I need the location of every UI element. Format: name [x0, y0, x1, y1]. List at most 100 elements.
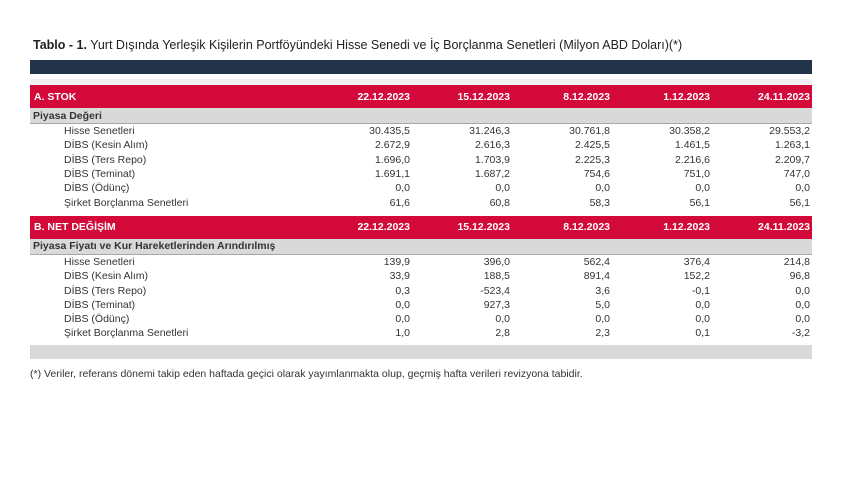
- cell-value: 754,6: [583, 168, 610, 181]
- cell-value: 0,0: [495, 182, 510, 195]
- row-label: Şirket Borçlanma Senetleri: [64, 327, 189, 340]
- cell-value: 214,8: [783, 255, 810, 268]
- cell-value: 2.616,3: [474, 139, 510, 152]
- cell-value: 0,0: [595, 313, 610, 326]
- row-label: Hisse Senetleri: [64, 125, 135, 138]
- table-top-bar: [30, 60, 812, 74]
- cell-value: 751,0: [683, 168, 710, 181]
- cell-value: 96,8: [789, 270, 810, 283]
- cell-value: 61,6: [389, 196, 410, 209]
- cell-value: 152,2: [683, 270, 710, 283]
- cell-value: 60,8: [489, 196, 510, 209]
- table-row: DİBS (Teminat) 0,0 927,3 5,0 0,0 0,0: [30, 298, 812, 312]
- column-header-date: 22.12.2023: [357, 221, 410, 234]
- table-section: B. NET DEĞİŞİM 22.12.2023 15.12.2023 8.12.…: [30, 215, 812, 341]
- table-row: Hisse Senetleri 139,9 396,0 562,4 376,4 214,8: [30, 255, 812, 269]
- table-row: DİBS (Teminat) 1.691,1 1.687,2 754,6 751,0 74…: [30, 167, 812, 181]
- table-row: DİBS (Ödünç) 0,0 0,0 0,0 0,0 0,0: [30, 312, 812, 326]
- section-subheader-label: Piyasa Değeri: [33, 109, 102, 122]
- cell-value: 1.703,9: [474, 153, 510, 166]
- row-label: DİBS (Ters Repo): [64, 284, 147, 297]
- cell-value: 29.553,2: [769, 125, 810, 138]
- cell-value: 56,1: [689, 196, 710, 209]
- table-section: A. STOK 22.12.2023 15.12.2023 8.12.2023 1.1…: [30, 85, 812, 210]
- cell-value: 2,3: [595, 327, 610, 340]
- cell-value: 56,1: [789, 196, 810, 209]
- column-header-date: 15.12.2023: [457, 221, 510, 234]
- cell-value: 2.216,6: [674, 153, 710, 166]
- cell-value: 0,0: [695, 313, 710, 326]
- cell-value: 1.263,1: [774, 139, 810, 152]
- table-number-label: Tablo - 1.: [33, 38, 87, 52]
- column-header-date: 8.12.2023: [563, 90, 610, 103]
- cell-value: 376,4: [683, 255, 710, 268]
- cell-value: 0,3: [395, 284, 410, 297]
- cell-value: 0,0: [695, 182, 710, 195]
- row-label: DİBS (Teminat): [64, 298, 136, 311]
- cell-value: 2.425,5: [574, 139, 610, 152]
- cell-value: 188,5: [483, 270, 510, 283]
- row-label: DİBS (Ödünç): [64, 313, 130, 326]
- section-rows: Hisse Senetleri 139,9 396,0 562,4 376,4 214,8…: [30, 255, 812, 341]
- table-row: DİBS (Ödünç) 0,0 0,0 0,0 0,0 0,0: [30, 181, 812, 195]
- table-row: Şirket Borçlanma Senetleri 61,6 60,8 58,3 56…: [30, 195, 812, 209]
- footnote: (*) Veriler, referans dönemi takip eden …: [30, 367, 583, 380]
- page: Tablo - 1. Yurt Dışında Yerleşik Kişiler…: [30, 38, 850, 380]
- section-rows: Hisse Senetleri 30.435,5 31.246,3 30.761,8 3…: [30, 124, 812, 210]
- row-label: Şirket Borçlanma Senetleri: [64, 196, 189, 209]
- cell-value: 0,1: [695, 327, 710, 340]
- section-subheader-bar: Piyasa Değeri: [30, 108, 812, 124]
- column-header-date: 8.12.2023: [563, 221, 610, 234]
- row-label: DİBS (Ödünç): [64, 182, 130, 195]
- column-header-date: 24.11.2023: [758, 90, 810, 103]
- cell-value: 0,0: [395, 182, 410, 195]
- table-row: DİBS (Kesin Alım) 2.672,9 2.616,3 2.425,5 1.…: [30, 138, 812, 152]
- section-header-bar: A. STOK 22.12.2023 15.12.2023 8.12.2023 1.1…: [30, 85, 812, 108]
- cell-value: 1.691,1: [374, 168, 410, 181]
- column-header-date: 15.12.2023: [457, 90, 510, 103]
- cell-value: 2.672,9: [374, 139, 410, 152]
- row-label: DİBS (Ters Repo): [64, 153, 147, 166]
- statistics-table: A. STOK 22.12.2023 15.12.2023 8.12.2023 1.1…: [30, 60, 812, 359]
- cell-value: 0,0: [795, 182, 810, 195]
- table-row: DİBS (Ters Repo) 0,3 -523,4 3,6 -0,1 0,0: [30, 283, 812, 297]
- section-header-bar: B. NET DEĞİŞİM 22.12.2023 15.12.2023 8.12.…: [30, 215, 812, 239]
- table-footer-bar: [30, 344, 812, 359]
- cell-value: 31.246,3: [469, 125, 510, 138]
- column-header-date: 1.12.2023: [663, 90, 710, 103]
- cell-value: 0,0: [395, 313, 410, 326]
- cell-value: 747,0: [783, 168, 810, 181]
- cell-value: 58,3: [589, 196, 610, 209]
- table-body: A. STOK 22.12.2023 15.12.2023 8.12.2023 1.1…: [30, 85, 812, 341]
- cell-value: 2,8: [495, 327, 510, 340]
- cell-value: 139,9: [383, 255, 410, 268]
- section-subheader-bar: Piyasa Fiyatı ve Kur Hareketlerinden Arı…: [30, 238, 812, 255]
- column-header-date: 1.12.2023: [663, 221, 710, 234]
- cell-value: 1.687,2: [474, 168, 510, 181]
- table-gap-strip: [30, 79, 812, 85]
- cell-value: 396,0: [483, 255, 510, 268]
- cell-value: 0,0: [795, 313, 810, 326]
- cell-value: -3,2: [791, 327, 810, 340]
- cell-value: 0,0: [395, 298, 410, 311]
- row-label: DİBS (Teminat): [64, 168, 136, 181]
- table-row: DİBS (Ters Repo) 1.696,0 1.703,9 2.225,3 2.2…: [30, 153, 812, 167]
- table-row: Hisse Senetleri 30.435,5 31.246,3 30.761,8 3…: [30, 124, 812, 138]
- row-label: Hisse Senetleri: [64, 255, 135, 268]
- cell-value: 927,3: [483, 298, 510, 311]
- section-header-label: A. STOK: [34, 90, 77, 103]
- cell-value: 0,0: [795, 284, 810, 297]
- cell-value: 1,0: [395, 327, 410, 340]
- cell-value: 5,0: [595, 298, 610, 311]
- row-label: DİBS (Kesin Alım): [64, 270, 149, 283]
- cell-value: 30.761,8: [569, 125, 610, 138]
- cell-value: 3,6: [595, 284, 610, 297]
- row-label: DİBS (Kesin Alım): [64, 139, 149, 152]
- cell-value: -0,1: [691, 284, 710, 297]
- cell-value: 2.225,3: [574, 153, 610, 166]
- cell-value: 0,0: [495, 313, 510, 326]
- cell-value: 0,0: [795, 298, 810, 311]
- table-row: DİBS (Kesin Alım) 33,9 188,5 891,4 152,2 96,8: [30, 269, 812, 283]
- cell-value: 0,0: [695, 298, 710, 311]
- page-title: Tablo - 1. Yurt Dışında Yerleşik Kişiler…: [30, 38, 850, 53]
